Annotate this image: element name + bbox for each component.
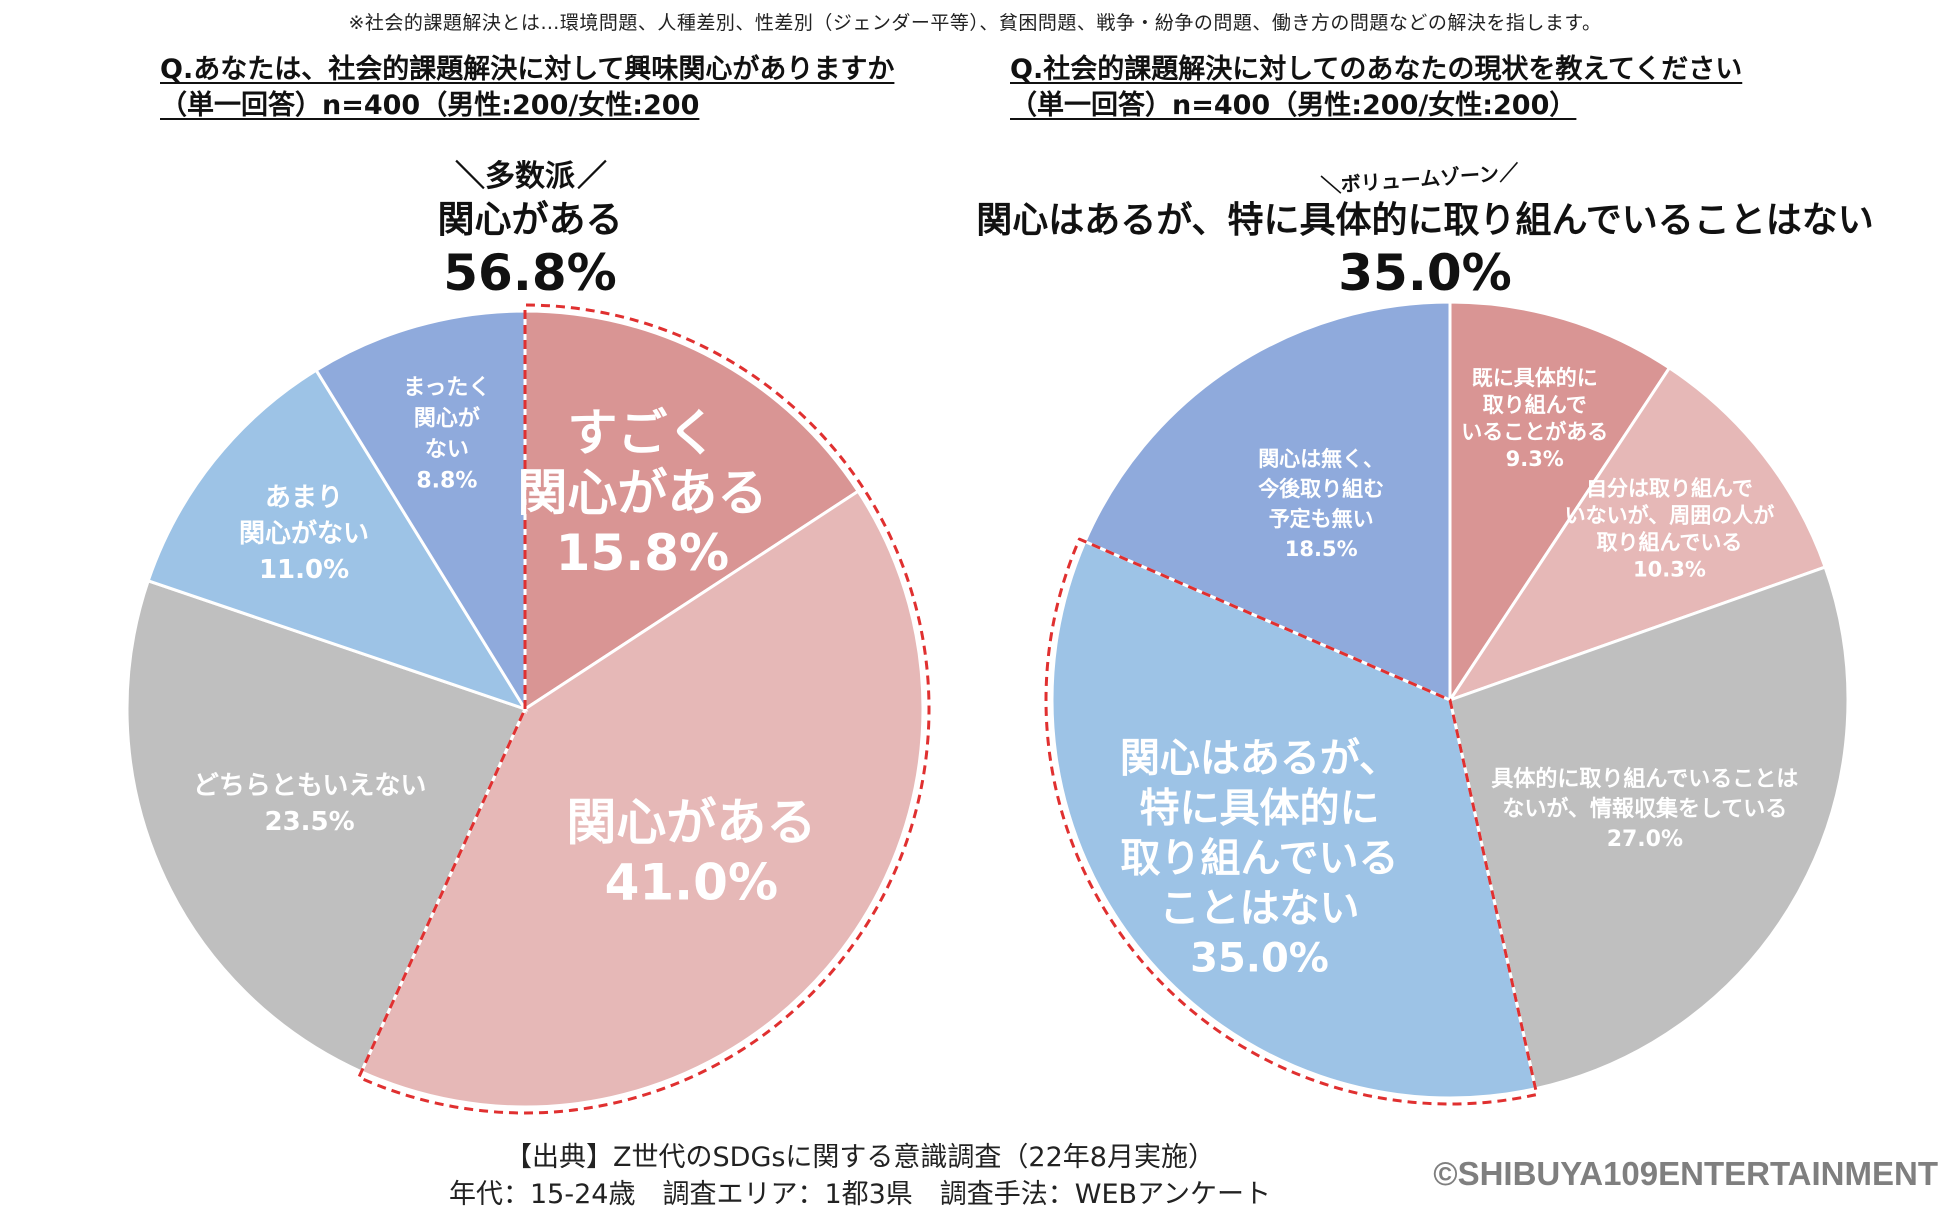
- right-slice-label-line: 取り組んでいる: [1121, 835, 1399, 881]
- left-slice-label-line: すごく: [567, 404, 717, 462]
- left-slice-label-line: ない: [425, 438, 469, 463]
- left-slice-value-not-interested-at-all: 8.8%: [416, 469, 477, 494]
- left-slice-label-line: 関心がある: [566, 793, 816, 851]
- left-slice-label-line: あまり: [265, 483, 343, 513]
- right-slice-label-others-acting: 自分は取り組んでいないが、周囲の人が取り組んでいる 10.3%: [1565, 476, 1775, 581]
- left-callout-value: 56.8%: [443, 244, 616, 302]
- left-callout-tag: 多数派: [485, 159, 575, 194]
- left-slice-label-line: 関心が: [414, 406, 480, 432]
- right-highlight-outline: [1044, 537, 1539, 1106]
- right-slice-label-line: 関心はあるが、: [1120, 735, 1399, 781]
- right-slice-label-line: ないが、情報収集をしている: [1502, 796, 1787, 822]
- left-slice-value-not-very-interested: 11.0%: [259, 555, 349, 585]
- right-slice-label-already-acting: 既に具体的に取り組んでいることがある 9.3%: [1461, 366, 1608, 471]
- right-slice-value-gathering-info: 27.0%: [1607, 827, 1683, 852]
- pie-chart-interest: すごく関心がある 15.8%関心がある 41.0%どちらともいえない 23.5%あまり…: [125, 303, 931, 1115]
- right-callout-tag: ＼ボリュームゾーン／: [1320, 160, 1520, 198]
- left-slice-label-line: 関心がある: [517, 464, 767, 522]
- pie-chart-status: 既に具体的に取り組んでいることがある 9.3%自分は取り組んでいないが、周囲の人が…: [1044, 300, 1850, 1106]
- right-question-line1: Q.社会的課題解決に対してのあなたの現状を教えてください: [1010, 54, 1743, 85]
- left-pie-slice-neutral: [125, 578, 528, 1074]
- left-pie-slice-interested: [359, 489, 925, 1109]
- right-slice-label-interested-no-action: 関心はあるが、特に具体的に取り組んでいることはない 35.0%: [1120, 735, 1399, 981]
- right-slice-label-line: 自分は取り組んで: [1586, 476, 1753, 500]
- left-slice-label-line: 関心がない: [239, 518, 369, 549]
- left-slice-value-very-interested: 15.8%: [556, 524, 729, 582]
- left-slice-label-not-very-interested: あまり関心がない 11.0%: [239, 483, 369, 585]
- left-slice-label-not-interested-at-all: まったく関心がない 8.8%: [403, 376, 490, 494]
- left-pie-slice-not-very-interested: [146, 368, 529, 712]
- left-slice-value-neutral: 23.5%: [264, 807, 354, 837]
- left-question-line2: （単一回答）n=400（男性:200/女性:200: [160, 90, 700, 121]
- left-callout-bracket-left: ＼: [455, 159, 485, 194]
- left-slice-label-neutral: どちらともいえない 23.5%: [193, 771, 426, 837]
- right-callout-label: 関心はあるが、特に具体的に取り組んでいることはない: [976, 200, 1873, 241]
- right-slice-label-line: いることがある: [1461, 420, 1608, 444]
- right-slice-label-line: 関心は無く、: [1258, 447, 1384, 471]
- right-slice-value-no-plan: 18.5%: [1285, 537, 1358, 561]
- right-slice-label-line: 既に具体的に: [1472, 366, 1598, 390]
- right-slice-value-interested-no-action: 35.0%: [1190, 935, 1329, 981]
- right-pie-slice-no-plan: [1082, 300, 1452, 703]
- definition-note: ※社会的課題解決とは…環境問題、人種差別、性差別（ジェンダー平等）、貧困問題、戦…: [348, 12, 1602, 34]
- left-pie-slice-very-interested: [523, 309, 861, 712]
- right-slice-label-line: いないが、周囲の人が: [1565, 503, 1775, 527]
- left-slice-label-line: まったく: [403, 376, 490, 401]
- source-line1: 【出典】Z世代のSDGsに関する意識調査（22年8月実施）: [505, 1142, 1215, 1173]
- left-slice-label-interested: 関心がある 41.0%: [566, 793, 816, 911]
- right-question-line2: （単一回答）n=400（男性:200/女性:200）: [1010, 90, 1577, 121]
- left-callout-bracket-right: ／: [577, 159, 607, 194]
- right-slice-value-others-acting: 10.3%: [1633, 557, 1706, 581]
- right-slice-label-line: ことはない: [1160, 885, 1360, 931]
- left-highlight-outline: [357, 303, 931, 1115]
- right-slice-label-line: 予定も無い: [1269, 507, 1374, 531]
- right-slice-label-gathering-info: 具体的に取り組んでいることはないが、情報収集をしている 27.0%: [1491, 766, 1798, 852]
- right-callout-value: 35.0%: [1338, 244, 1511, 302]
- right-pie-slice-interested-no-action: [1050, 539, 1538, 1100]
- right-slice-label-line: 今後取り組む: [1258, 477, 1384, 501]
- left-slice-label-line: どちらともいえない: [193, 771, 426, 801]
- right-slice-label-line: 取り組んでいる: [1596, 530, 1742, 554]
- left-slice-label-very-interested: すごく関心がある 15.8%: [517, 404, 767, 582]
- right-slice-label-line: 取り組んで: [1483, 393, 1587, 417]
- right-question-title: Q.社会的課題解決に対してのあなたの現状を教えてください （単一回答）n=400…: [1010, 52, 1742, 124]
- right-slice-label-line: 具体的に取り組んでいることは: [1491, 766, 1798, 792]
- left-question-title: Q.あなたは、社会的課題解決に対して興味関心がありますか （単一回答）n=400…: [160, 52, 894, 124]
- left-callout-label: 関心がある: [438, 198, 623, 241]
- left-question-line1: Q.あなたは、社会的課題解決に対して興味関心がありますか: [160, 54, 895, 85]
- right-pie-slice-already-acting: [1448, 300, 1672, 705]
- copyright: ©SHIBUYA109ENTERTAINMENT: [1433, 1155, 1938, 1192]
- right-slice-value-already-acting: 9.3%: [1506, 447, 1564, 471]
- right-slice-label-no-plan: 関心は無く、今後取り組む予定も無い 18.5%: [1258, 447, 1384, 561]
- source-line2: 年代：15-24歳 調査エリア：1都3県 調査手法：WEBアンケート: [448, 1179, 1271, 1210]
- right-pie-slice-others-acting: [1446, 365, 1828, 703]
- left-slice-value-interested: 41.0%: [605, 853, 778, 911]
- right-pie-slice-gathering-info: [1448, 565, 1850, 1091]
- left-pie-slice-not-interested-at-all: [314, 309, 527, 715]
- right-slice-label-line: 特に具体的に: [1140, 785, 1380, 831]
